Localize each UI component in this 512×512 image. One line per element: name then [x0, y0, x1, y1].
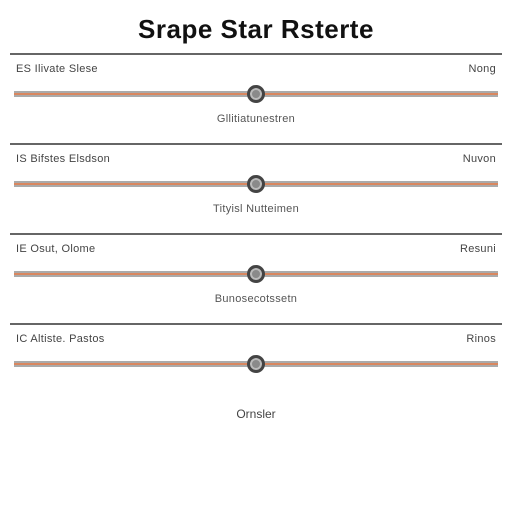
slider-panel: ES Ilivate Slese Nong Gllitiatunestren I… [0, 53, 512, 431]
section-caption: Gllitiatunestren [10, 109, 502, 125]
slider-section: IE Osut, Olome Resuni Bunosecotssetn [10, 233, 502, 323]
label-row: ES Ilivate Slese Nong [10, 61, 502, 83]
section-left-label: IE Osut, Olome [16, 243, 95, 255]
section-left-label: IC Altiste. Pastos [16, 333, 105, 345]
slider-thumb[interactable] [247, 355, 265, 373]
slider-track[interactable] [14, 267, 498, 281]
section-left-label: IS Bifstes Elsdson [16, 153, 110, 165]
section-caption: Tityisl Nutteimen [10, 199, 502, 215]
slider-thumb[interactable] [247, 175, 265, 193]
section-right-label: Nuvon [463, 153, 496, 165]
section-right-label: Rinos [466, 333, 496, 345]
section-right-label: Resuni [460, 243, 496, 255]
section-left-label: ES Ilivate Slese [16, 63, 98, 75]
slider-track[interactable] [14, 87, 498, 101]
label-row: IS Bifstes Elsdson Nuvon [10, 151, 502, 173]
section-right-label: Nong [469, 63, 497, 75]
slider-track[interactable] [14, 357, 498, 371]
footer-caption: Ornsler [10, 397, 502, 431]
slider-section: IS Bifstes Elsdson Nuvon Tityisl Nutteim… [10, 143, 502, 233]
section-caption: Bunosecotssetn [10, 289, 502, 305]
page-title: Srape Star Rsterte [0, 0, 512, 53]
slider-section: IC Altiste. Pastos Rinos [10, 323, 502, 397]
label-row: IE Osut, Olome Resuni [10, 241, 502, 263]
label-row: IC Altiste. Pastos Rinos [10, 331, 502, 353]
slider-thumb[interactable] [247, 85, 265, 103]
slider-section: ES Ilivate Slese Nong Gllitiatunestren [10, 53, 502, 143]
slider-track[interactable] [14, 177, 498, 191]
slider-thumb[interactable] [247, 265, 265, 283]
